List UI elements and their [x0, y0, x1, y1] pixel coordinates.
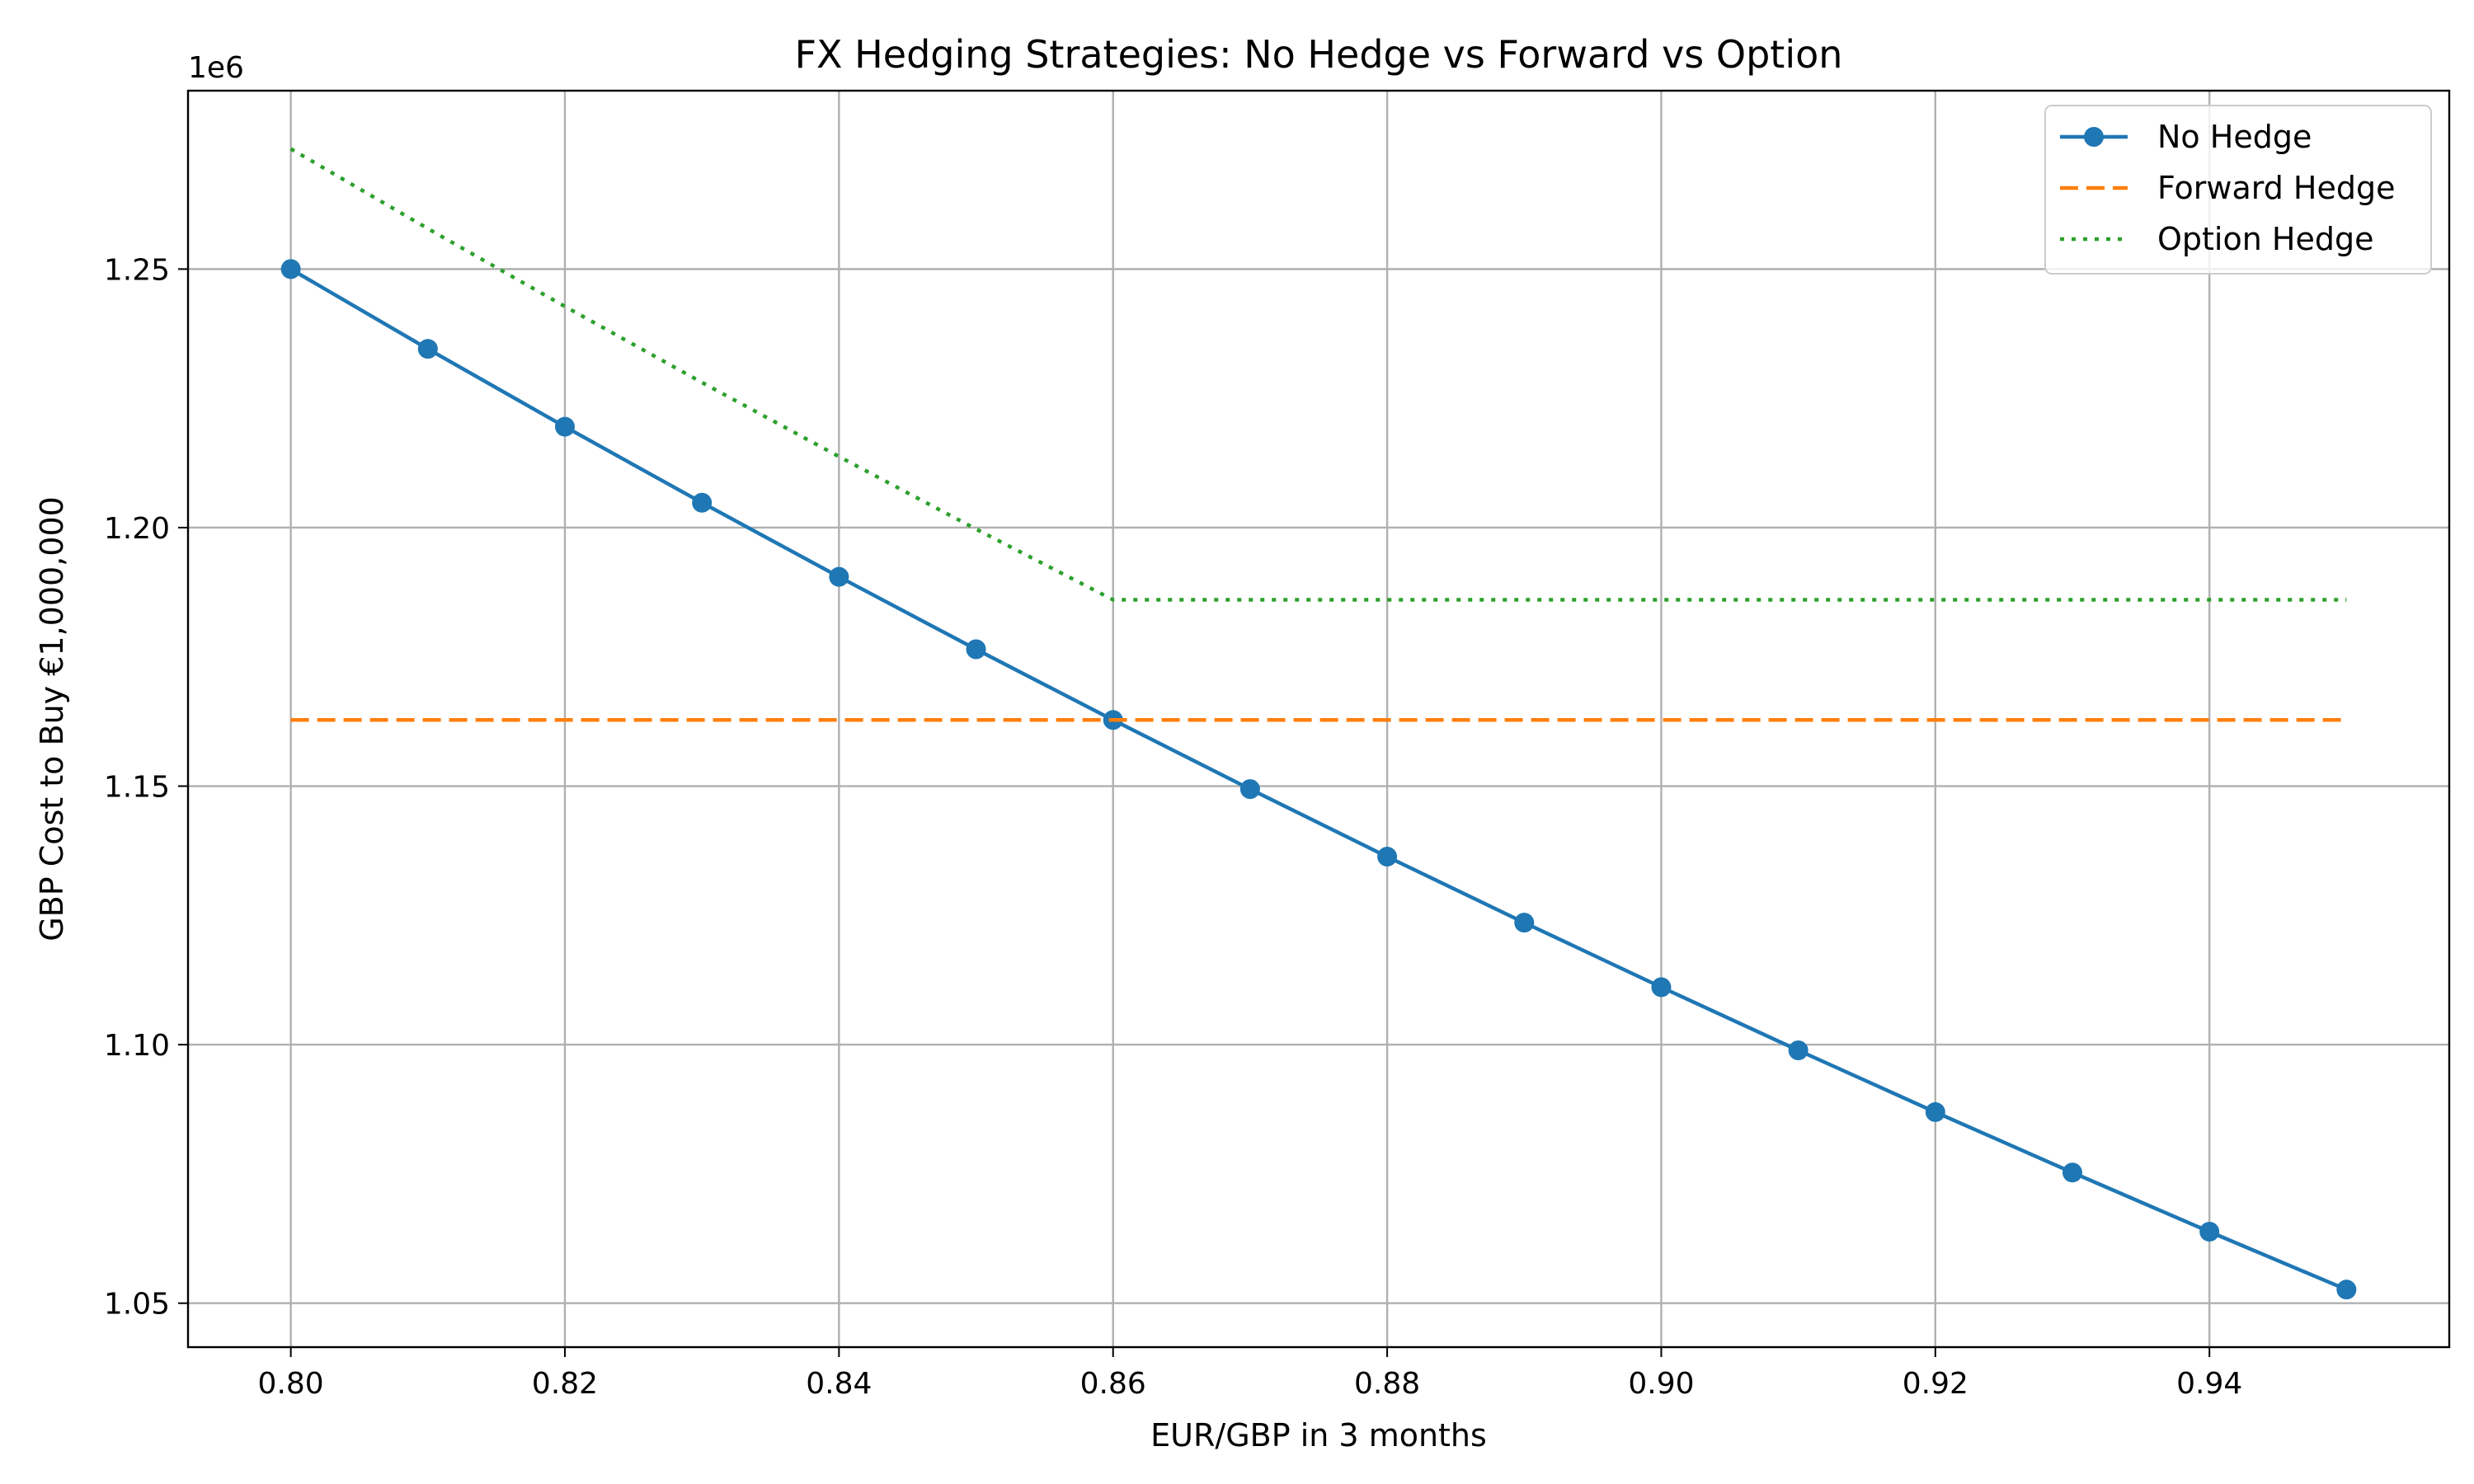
- no-hedge-point: [2336, 1280, 2357, 1300]
- x-axis: 0.80 0.82 0.84 0.86 0.88 0.90 0.92 0.94: [258, 1347, 2242, 1401]
- no-hedge-point: [966, 639, 986, 660]
- y-axis: 1.05 1.10 1.15 1.20 1.25: [104, 253, 188, 1322]
- no-hedge-point: [1377, 847, 1398, 867]
- y-tick-label: 1.20: [104, 512, 170, 546]
- x-tick-label: 0.84: [806, 1367, 872, 1401]
- no-hedge-point: [1925, 1101, 1945, 1122]
- y-tick-label: 1.25: [104, 253, 170, 287]
- series-layer: [280, 147, 2357, 1300]
- legend-label-no-hedge: No Hedge: [2157, 119, 2312, 155]
- option-hedge-line: [289, 147, 2347, 602]
- no-hedge-point: [692, 492, 713, 513]
- x-tick-label: 0.80: [258, 1367, 324, 1401]
- x-tick-label: 0.88: [1354, 1367, 1420, 1401]
- y-tick-label: 1.15: [104, 771, 170, 805]
- no-hedge-point: [2062, 1162, 2082, 1183]
- x-tick-label: 0.86: [1080, 1367, 1146, 1401]
- no-hedge-point: [1514, 913, 1535, 933]
- x-tick-label: 0.92: [1903, 1367, 1968, 1401]
- plot-frame: [186, 89, 2451, 1349]
- legend: No Hedge Forward Hedge Option Hedge: [2044, 105, 2432, 275]
- legend-marker-no-hedge: [2084, 127, 2104, 147]
- no-hedge-point: [280, 259, 301, 279]
- x-tick-label: 0.90: [1628, 1367, 1694, 1401]
- legend-label-option-hedge: Option Hedge: [2157, 221, 2373, 257]
- no-hedge-line: [289, 267, 2348, 1292]
- no-hedge-point: [1651, 977, 1672, 998]
- legend-label-forward-hedge: Forward Hedge: [2157, 170, 2395, 206]
- y-tick-label: 1.05: [104, 1288, 170, 1322]
- no-hedge-point: [417, 339, 438, 359]
- legend-box: [2044, 105, 2432, 275]
- x-tick-label: 0.82: [532, 1367, 598, 1401]
- chart-title: FX Hedging Strategies: No Hedge vs Forwa…: [795, 32, 1843, 77]
- no-hedge-point: [555, 416, 575, 437]
- x-axis-label: EUR/GBP in 3 months: [1150, 1417, 1487, 1453]
- y-axis-label: GBP Cost to Buy €1,000,000: [34, 496, 70, 942]
- no-hedge-point: [1788, 1040, 1808, 1061]
- x-tick-label: 0.94: [2176, 1367, 2242, 1401]
- no-hedge-point: [829, 566, 849, 587]
- y-tick-label: 1.10: [104, 1029, 170, 1063]
- no-hedge-point: [2199, 1221, 2220, 1242]
- y-offset-label: 1e6: [188, 51, 244, 85]
- no-hedge-point: [1239, 779, 1260, 800]
